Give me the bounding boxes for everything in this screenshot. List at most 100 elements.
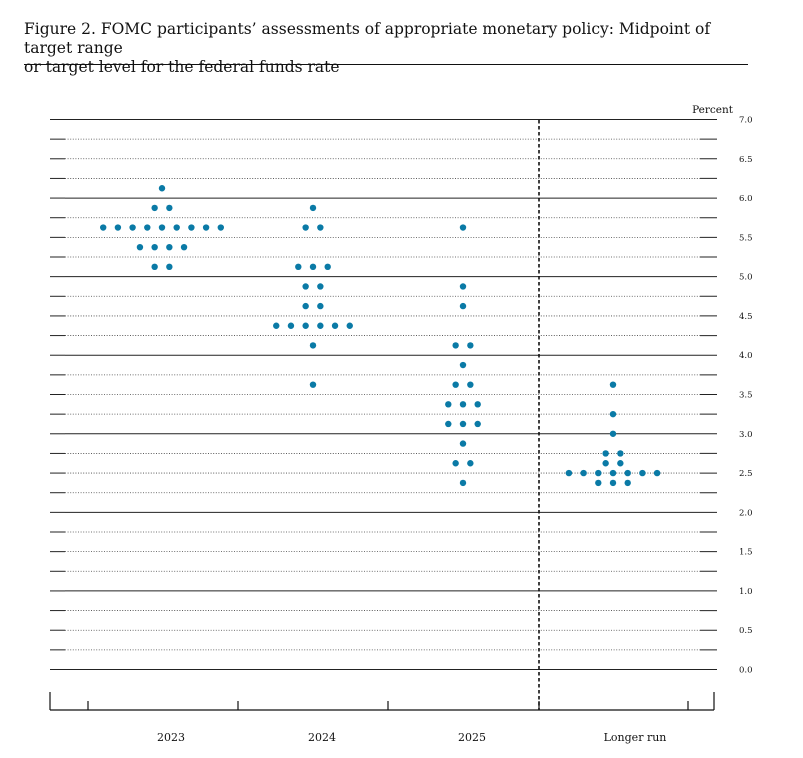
participant-dot [302, 283, 309, 290]
participant-dot [452, 460, 459, 467]
x-category-label: 2023 [157, 731, 185, 744]
participant-dot [302, 322, 309, 329]
y-tick-label: 4.0 [739, 351, 753, 361]
participant-dot [217, 224, 224, 231]
y-tick-label: 6.0 [739, 194, 753, 204]
participant-dot [445, 401, 452, 408]
participant-dot [180, 243, 188, 251]
y-tick-label: 6.5 [739, 155, 753, 165]
participant-dot [609, 469, 617, 477]
y-tick-label: 2.0 [739, 508, 753, 518]
participant-dot [467, 381, 474, 388]
y-axis-label: Percent [692, 104, 734, 116]
participant-dot [459, 283, 467, 290]
participant-dot [580, 469, 587, 477]
participant-dot [452, 342, 459, 349]
participant-dot [188, 224, 195, 231]
participant-dot [317, 322, 324, 329]
x-axis [49, 692, 715, 711]
participant-dot [624, 469, 631, 477]
y-tick-label: 2.5 [739, 469, 753, 479]
participant-dot [459, 440, 467, 447]
participant-dot [114, 224, 122, 231]
participant-dot [459, 420, 467, 428]
y-tick-label: 3.5 [739, 391, 753, 401]
participant-dot [144, 224, 151, 231]
y-tick-label: 5.5 [739, 233, 753, 243]
x-category-label: 2024 [308, 731, 336, 744]
participant-dot [467, 342, 474, 349]
participant-dot [452, 381, 459, 388]
y-tick-label: 0.0 [739, 666, 753, 676]
participant-dot [302, 302, 309, 310]
y-tick-label: 0.5 [739, 626, 753, 636]
participant-dot [346, 322, 353, 329]
participant-dot [166, 204, 173, 212]
participant-dot [151, 204, 158, 212]
participant-dot [166, 263, 173, 271]
participant-dot [317, 302, 324, 310]
participant-dot [158, 224, 166, 231]
y-tick-label: 1.0 [739, 587, 753, 597]
participant-dot [595, 479, 602, 487]
participant-dot [158, 185, 166, 192]
participant-dots [100, 185, 661, 487]
participant-dot [609, 479, 617, 487]
grid-lines [50, 119, 717, 670]
participant-dot [273, 322, 280, 329]
figure-caption: Figure 2. FOMC participants’ assessments… [24, 20, 748, 77]
participant-dot [317, 283, 324, 290]
caption-rule [24, 64, 748, 65]
participant-dot [617, 450, 624, 457]
y-tick-label: 4.5 [739, 312, 753, 322]
participant-dot [639, 469, 646, 477]
participant-dot [609, 381, 617, 388]
participant-dot [295, 263, 302, 271]
participant-dot [129, 224, 136, 231]
participant-dot [602, 450, 609, 457]
caption-line-2: or target level for the federal funds ra… [24, 58, 340, 76]
participant-dot [445, 420, 452, 428]
participant-dot [474, 401, 481, 408]
participant-dot [309, 204, 317, 212]
participant-dot [565, 469, 573, 477]
participant-dot [331, 322, 339, 329]
participant-dot [609, 410, 617, 418]
participant-dot [474, 420, 481, 428]
x-category-label: Longer run [604, 731, 667, 744]
participant-dot [151, 263, 158, 271]
participant-dot [173, 224, 180, 231]
y-tick-label: 3.0 [739, 430, 753, 440]
participant-dot [136, 243, 144, 251]
participant-dot [309, 342, 317, 349]
participant-dot [302, 224, 309, 231]
participant-dot [309, 263, 317, 271]
y-tick-label: 7.0 [739, 116, 753, 126]
participant-dot [459, 361, 467, 369]
participant-dot [166, 243, 173, 251]
x-category-label: 2025 [458, 731, 486, 744]
participant-dot [459, 479, 467, 487]
participant-dot [309, 381, 317, 388]
participant-dot [459, 302, 467, 310]
participant-dot [653, 469, 661, 477]
participant-dot [624, 479, 631, 487]
y-axis-tick-labels: 0.0 0.5 1.0 1.5 2.0 2.5 3.0 3.5 4.0 4.5 5.0 5.5 6.0 6… [739, 116, 753, 676]
participant-dot [459, 224, 467, 231]
participant-dot [100, 224, 107, 231]
y-tick-label: 1.5 [739, 548, 753, 558]
participant-dot [324, 263, 331, 271]
participant-dot [595, 469, 602, 477]
participant-dot [287, 322, 295, 329]
y-tick-label: 5.0 [739, 273, 753, 283]
participant-dot [609, 430, 617, 437]
participant-dot [317, 224, 324, 231]
caption-line-1: Figure 2. FOMC participants’ assessments… [24, 20, 711, 57]
participant-dot [602, 460, 609, 467]
participant-dot [202, 224, 210, 231]
x-axis-category-labels: 2023 2024 2025 Longer run [157, 731, 666, 744]
participant-dot [617, 460, 624, 467]
participant-dot [467, 460, 474, 467]
participant-dot [459, 401, 467, 408]
